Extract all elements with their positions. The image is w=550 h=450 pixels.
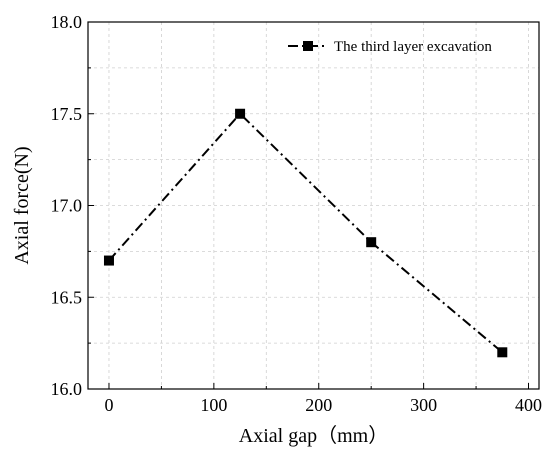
y-tick-label: 17.5 xyxy=(51,104,83,124)
x-tick-label: 300 xyxy=(410,395,437,415)
x-tick-label: 400 xyxy=(515,395,542,415)
x-tick-label: 0 xyxy=(104,395,113,415)
x-tick-label: 200 xyxy=(305,395,332,415)
data-point xyxy=(497,347,508,358)
y-tick-label: 18.0 xyxy=(51,12,83,32)
series-layer xyxy=(103,108,508,358)
legend: The third layer excavation xyxy=(288,39,492,55)
y-tick-label: 16.0 xyxy=(51,379,83,399)
x-tick-label: 100 xyxy=(200,395,227,415)
y-tick-label: 17.0 xyxy=(51,196,83,216)
legend-label: The third layer excavation xyxy=(334,39,492,55)
y-tick-label: 16.5 xyxy=(51,287,83,307)
tick-labels: 0 100 200 300 400 16.0 16.5 17.0 17.5 18.0 xyxy=(51,12,543,415)
legend-marker xyxy=(303,41,313,51)
x-axis-title: Axial gap（mm） xyxy=(239,424,388,447)
axis-ticks xyxy=(88,21,530,390)
data-point xyxy=(235,108,246,119)
y-axis-title: Axial force(N) xyxy=(11,146,33,264)
data-point xyxy=(103,255,114,266)
series-line xyxy=(108,112,503,354)
data-point xyxy=(366,237,377,248)
grid xyxy=(88,22,539,389)
